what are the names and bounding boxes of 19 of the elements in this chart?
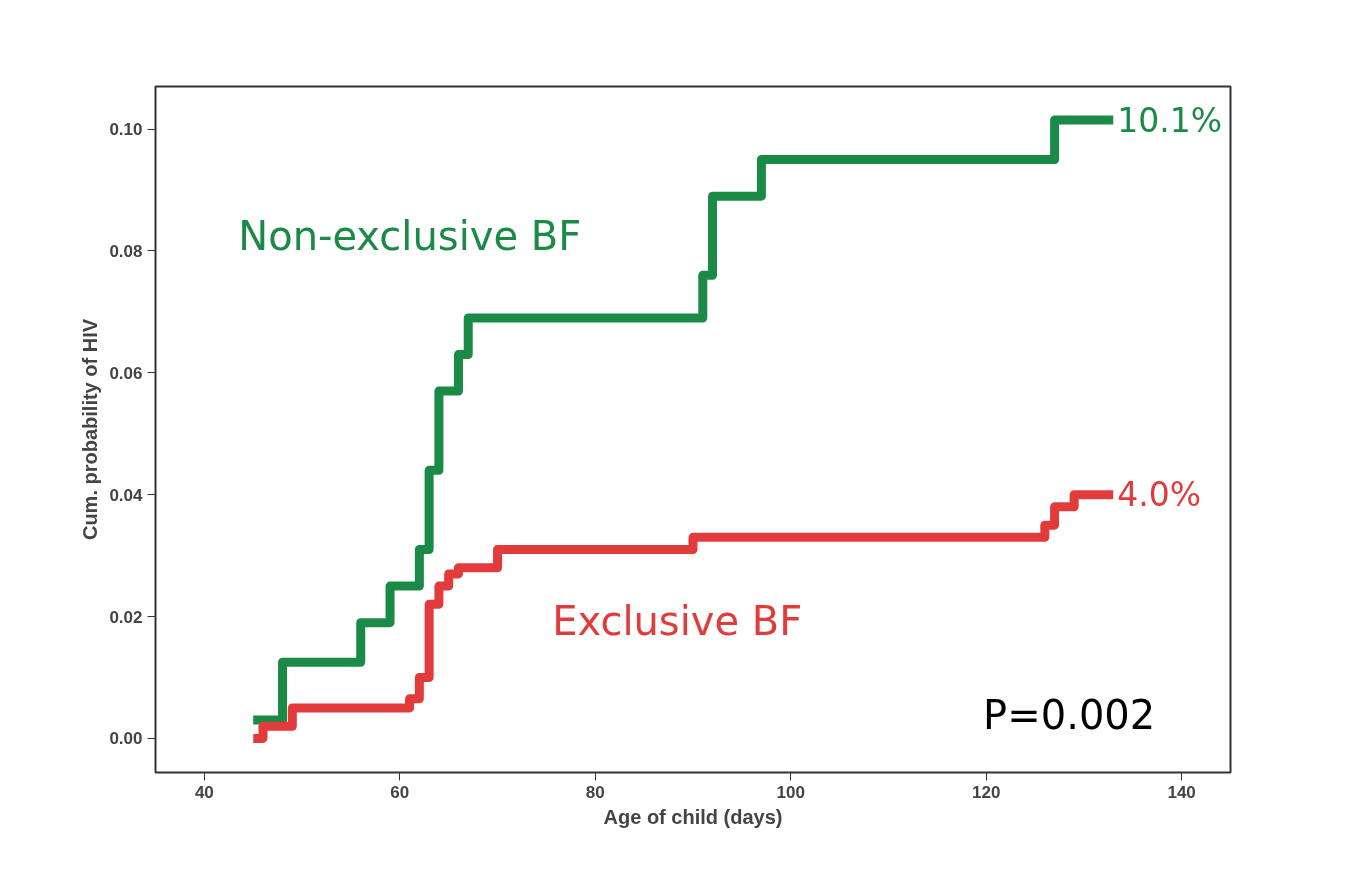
x-tick-label: 80 xyxy=(585,782,605,802)
x-tick-label: 100 xyxy=(776,782,805,802)
x-axis-title: Age of child (days) xyxy=(603,805,783,828)
y-tick-label: 0.08 xyxy=(109,241,143,261)
y-tick-label: 0.00 xyxy=(109,729,143,749)
annotation: P=0.002 xyxy=(983,692,1156,739)
x-tick-label: 120 xyxy=(972,782,1001,802)
series-label: Non-exclusive BF xyxy=(238,213,582,260)
y-axis-title: Cum. probability of HIV xyxy=(79,318,102,541)
y-tick-label: 0.10 xyxy=(109,120,143,140)
y-tick-label: 0.02 xyxy=(109,607,143,627)
x-tick-label: 140 xyxy=(1167,782,1196,802)
data-label: 4.0% xyxy=(1117,475,1202,515)
y-tick-label: 0.06 xyxy=(109,363,143,383)
y-tick-label: 0.04 xyxy=(109,485,144,505)
data-label: 10.1% xyxy=(1117,100,1223,140)
x-tick-label: 60 xyxy=(390,782,410,802)
x-tick-label: 40 xyxy=(194,782,214,802)
series-label: Exclusive BF xyxy=(552,597,803,644)
